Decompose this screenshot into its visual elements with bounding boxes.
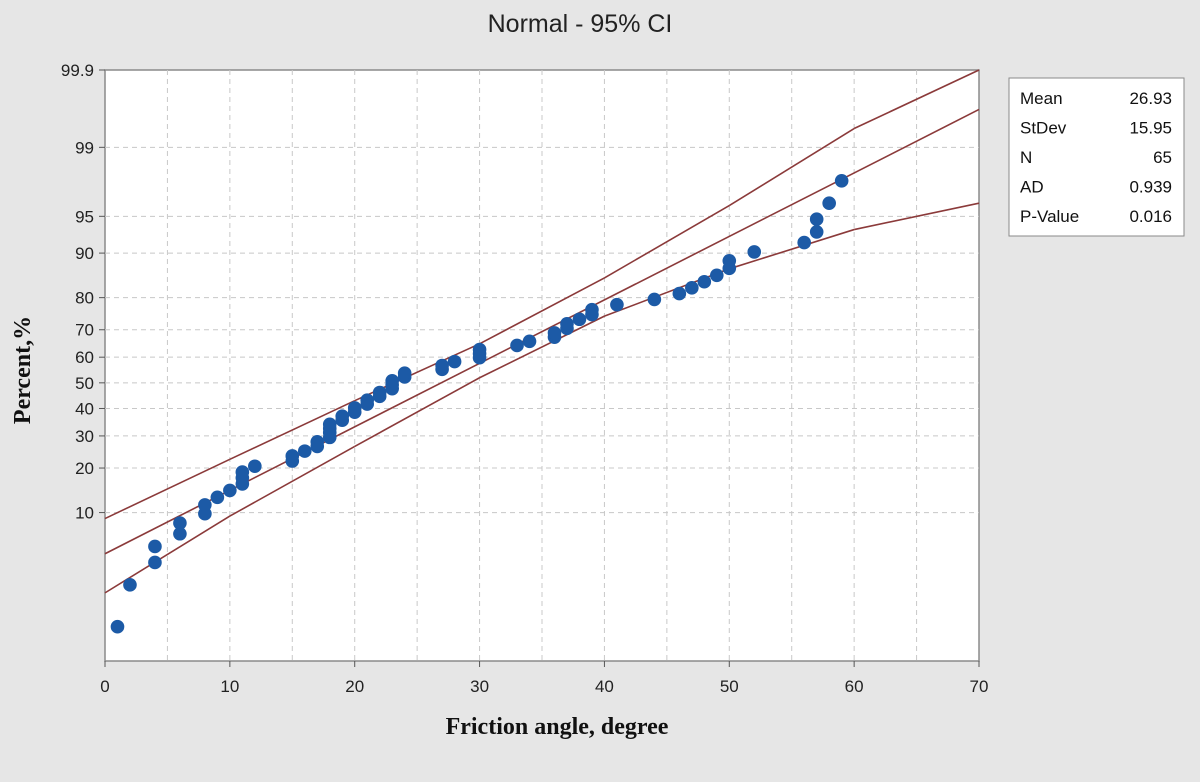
upper-ci-line <box>728 127 855 207</box>
data-point <box>834 174 849 188</box>
stat-label: StDev <box>1020 119 1067 138</box>
data-point <box>647 292 662 307</box>
data-point <box>285 449 300 463</box>
y-tick-label: 20 <box>75 459 94 478</box>
data-point <box>722 253 737 268</box>
y-tick-label: 70 <box>75 321 94 340</box>
y-tick-label: 99 <box>75 138 94 157</box>
y-tick-label: 60 <box>75 348 94 367</box>
y-tick-label: 30 <box>75 427 94 446</box>
data-point <box>697 274 712 289</box>
data-point <box>347 401 362 415</box>
data-point <box>110 619 125 634</box>
upper-ci-line <box>479 277 605 345</box>
data-point <box>560 317 574 331</box>
x-tick-label: 60 <box>845 677 864 696</box>
lower-ci-line <box>479 315 605 379</box>
stat-value: 15.95 <box>1129 119 1172 138</box>
data-point <box>710 268 724 283</box>
data-point <box>235 465 250 479</box>
data-point <box>572 312 587 327</box>
data-point <box>447 354 462 369</box>
x-axis-ticks: 0 10 20 30 40 50 60 70 <box>100 661 988 696</box>
upper-ci-line <box>853 69 980 130</box>
data-point <box>148 539 162 554</box>
stat-value: 0.939 <box>1129 178 1172 197</box>
data-point <box>297 444 312 458</box>
stat-label: AD <box>1020 178 1044 197</box>
chart-title: Normal - 95% CI <box>488 10 673 38</box>
y-axis-ticks: 99.9 99 95 90 80 70 60 50 40 30 20 10 <box>61 61 105 523</box>
upper-ci-line <box>229 399 356 461</box>
stat-value: 65 <box>1153 148 1172 167</box>
upper-ci-line <box>104 458 231 520</box>
data-point <box>685 281 699 295</box>
data-point <box>822 196 836 211</box>
upper-ci-line <box>604 204 730 279</box>
data-point <box>435 358 449 373</box>
y-tick-label: 50 <box>75 374 94 393</box>
data-point <box>809 212 824 226</box>
data-point <box>248 459 262 474</box>
data-point <box>173 526 187 541</box>
stats-box: Mean 26.93 StDev 15.95 N 65 AD 0.939 P-Value 0.01… <box>1008 77 1185 237</box>
data-point <box>585 302 599 317</box>
lower-ci-line <box>229 445 356 517</box>
stat-value: 26.93 <box>1129 89 1172 108</box>
data-point <box>372 385 387 400</box>
data-point <box>148 555 162 570</box>
y-tick-label: 95 <box>75 207 94 226</box>
x-tick-label: 20 <box>345 677 364 696</box>
x-tick-label: 0 <box>100 677 109 696</box>
x-tick-label: 70 <box>970 677 989 696</box>
y-tick-label: 40 <box>75 399 94 418</box>
data-point <box>797 235 811 250</box>
y-axis-label: Percent,% <box>10 316 36 424</box>
plot-area <box>104 69 980 662</box>
data-point <box>210 490 225 505</box>
data-point <box>173 516 187 530</box>
stat-value: 0.016 <box>1129 207 1172 226</box>
y-tick-label: 10 <box>75 504 94 523</box>
data-point <box>123 578 137 592</box>
data-point <box>335 409 350 423</box>
stat-label: Mean <box>1020 89 1063 108</box>
data-point <box>385 374 399 388</box>
x-tick-label: 30 <box>470 677 489 696</box>
lower-ci-line <box>729 228 855 270</box>
data-point <box>472 342 487 357</box>
data-point <box>809 225 824 239</box>
x-axis-label: Friction angle, degree <box>446 714 669 740</box>
data-point <box>672 286 687 301</box>
y-tick-label: 90 <box>75 244 94 263</box>
lower-ci-line <box>853 202 980 231</box>
data-point <box>547 326 562 340</box>
stats-rows: Mean 26.93 StDev 15.95 N 65 AD 0.939 P-Value 0.01… <box>1020 89 1172 226</box>
data-point <box>397 366 412 380</box>
stat-label: N <box>1020 148 1032 167</box>
data-point <box>747 245 762 259</box>
y-tick-label: 80 <box>75 289 94 308</box>
confidence-band-lines <box>104 69 980 594</box>
x-tick-label: 40 <box>595 677 614 696</box>
stats-box-frame <box>1008 77 1185 237</box>
fitted-line <box>104 108 980 555</box>
y-tick-label: 99.9 <box>61 61 94 80</box>
x-tick-label: 10 <box>220 677 239 696</box>
data-point <box>510 338 524 353</box>
data-point <box>522 334 537 349</box>
data-points <box>110 174 849 634</box>
data-point <box>360 393 375 407</box>
lower-ci-line <box>354 377 480 448</box>
stat-label: P-Value <box>1020 207 1079 226</box>
data-point <box>322 417 337 432</box>
data-point <box>310 435 325 449</box>
data-point <box>198 498 212 512</box>
x-tick-label: 50 <box>720 677 739 696</box>
data-point <box>223 483 237 498</box>
data-point <box>610 297 624 312</box>
